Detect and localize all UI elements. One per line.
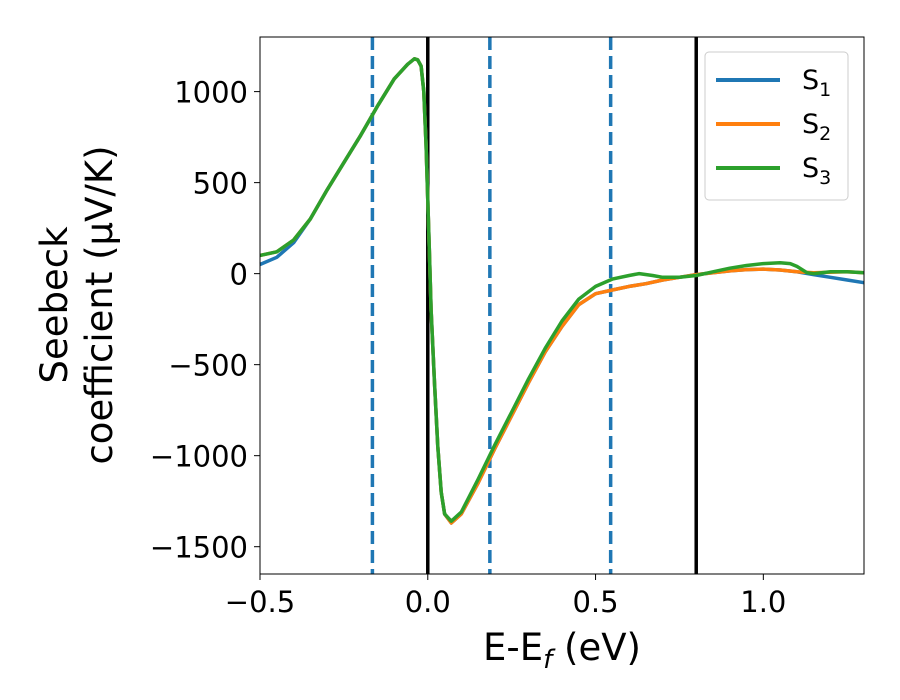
reference-lines: [370, 37, 698, 574]
y-tick-label: 500: [193, 167, 248, 201]
x-tick-label: 0.0: [405, 585, 451, 619]
legend-entry-subscript: 1: [819, 79, 831, 101]
y-axis-title-line1: Seebeck: [33, 226, 76, 384]
x-tick-label: 0.5: [572, 585, 618, 619]
x-axis: −0.5 0.0 0.5 1.0: [225, 574, 786, 619]
y-tick-label: −500: [168, 349, 248, 383]
legend-entry-subscript: 3: [819, 167, 831, 189]
y-tick-label: −1500: [150, 531, 248, 565]
y-axis-title-line2: coefficient (μV/K): [78, 145, 121, 464]
plot-frame: [259, 36, 865, 575]
y-axis: 1000 500 0 −500 −1000 −1500: [150, 76, 260, 565]
series-lines: [259, 57, 865, 525]
y-tick-label: −1000: [150, 440, 248, 474]
x-tick-label: 1.0: [740, 585, 786, 619]
series-line-S3: [259, 57, 865, 523]
legend-entry-label: S2: [802, 109, 831, 145]
y-tick-label: 1000: [174, 76, 248, 110]
y-axis-title: Seebeck coefficient (μV/K): [33, 145, 121, 464]
y-tick-label: 0: [230, 258, 248, 292]
x-axis-title: E-Ef (eV): [483, 626, 641, 675]
legend-entry-subscript: 2: [819, 123, 831, 145]
x-tick-label: −0.5: [225, 585, 295, 619]
